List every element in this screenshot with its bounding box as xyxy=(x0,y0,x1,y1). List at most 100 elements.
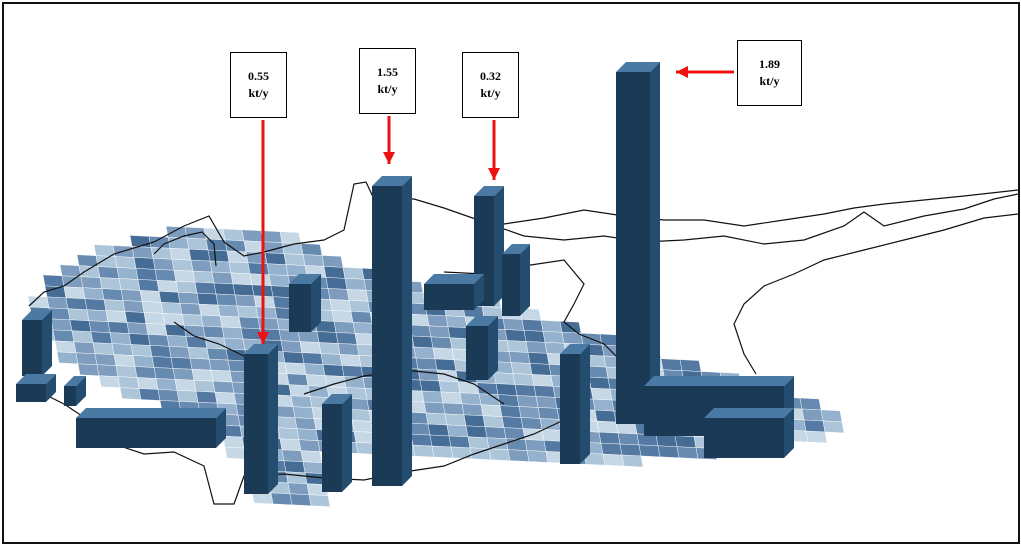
grid-cell xyxy=(415,357,438,371)
emission-bar xyxy=(704,408,794,458)
grid-cell xyxy=(284,362,307,375)
grid-cell xyxy=(185,335,208,349)
grid-cell xyxy=(134,366,157,379)
grid-cell xyxy=(189,357,212,371)
grid-cell xyxy=(255,306,278,320)
grid-cell xyxy=(526,450,549,463)
grid-cell xyxy=(179,302,202,316)
grid-cell xyxy=(302,254,325,267)
grid-cell xyxy=(514,384,537,397)
grid-cell xyxy=(198,303,221,317)
grid-cell xyxy=(300,243,323,256)
grid-cell xyxy=(331,310,354,323)
grid-cell xyxy=(445,315,468,329)
grid-cell xyxy=(463,414,486,428)
grid-cell xyxy=(158,291,181,304)
grid-cell xyxy=(410,433,433,447)
grid-cell xyxy=(120,289,143,302)
grid-cell xyxy=(457,381,480,395)
grid-cell xyxy=(803,419,826,433)
grid-cell xyxy=(77,363,100,377)
grid-cell xyxy=(266,263,289,276)
grid-cell xyxy=(588,376,611,390)
grid-cell xyxy=(425,412,448,426)
grid-cell xyxy=(512,373,535,386)
grid-cell xyxy=(325,277,348,290)
grid-cell xyxy=(535,396,558,409)
grid-cell xyxy=(801,408,824,422)
grid-cell xyxy=(676,446,699,459)
grid-cell xyxy=(346,289,369,302)
grid-cell xyxy=(533,385,556,398)
grid-cell xyxy=(446,424,469,438)
grid-cell xyxy=(480,404,503,417)
grid-cell xyxy=(502,318,525,331)
grid-cell xyxy=(329,299,352,312)
grid-cell xyxy=(461,403,484,417)
grid-cell xyxy=(282,351,305,364)
callout-box-2: 1.55 kt/y xyxy=(359,48,416,114)
grid-cell xyxy=(308,494,331,507)
emission-bar xyxy=(502,244,530,316)
grid-cell xyxy=(506,340,529,353)
grid-cell xyxy=(299,341,322,354)
grid-cell xyxy=(444,413,467,427)
grid-cell xyxy=(342,267,365,280)
grid-cell xyxy=(101,288,124,301)
callout-value-1: 0.55 xyxy=(248,69,269,83)
grid-cell xyxy=(434,358,457,372)
grid-cell xyxy=(115,365,138,378)
grid-cell xyxy=(482,415,505,428)
callout-value-2: 1.55 xyxy=(377,65,398,79)
grid-cell xyxy=(132,355,155,368)
emission-bar xyxy=(322,394,352,492)
grid-cell xyxy=(270,492,293,506)
grid-cell xyxy=(225,348,248,362)
grid-cell xyxy=(118,278,141,291)
callout-value-3: 0.32 xyxy=(480,69,501,83)
grid-cell xyxy=(275,416,298,430)
grid-cell xyxy=(504,329,527,342)
grid-cell xyxy=(232,283,255,297)
grid-cell xyxy=(657,445,680,459)
grid-cell xyxy=(323,266,346,279)
grid-cell xyxy=(540,320,563,333)
grid-cell xyxy=(69,319,92,333)
grid-cell xyxy=(321,255,344,268)
emission-bar xyxy=(16,374,56,402)
grid-cell xyxy=(427,423,450,437)
grid-cell xyxy=(88,320,111,333)
grid-cell xyxy=(157,389,180,402)
grid-cell xyxy=(136,377,159,390)
grid-cell xyxy=(287,482,310,496)
grid-cell xyxy=(594,409,617,423)
grid-cell xyxy=(122,300,145,313)
grid-cell xyxy=(156,280,179,293)
grid-cell xyxy=(419,379,442,393)
grid-cell xyxy=(537,407,560,420)
grid-cell xyxy=(61,275,84,289)
grid-cell xyxy=(82,287,105,300)
grid-cell xyxy=(279,231,302,244)
grid-cell xyxy=(119,387,142,400)
grid-cell xyxy=(516,395,539,408)
grid-cell xyxy=(351,420,374,433)
grid-cell xyxy=(190,259,213,273)
callout-unit-1: kt/y xyxy=(248,86,269,100)
grid-cell xyxy=(440,391,463,405)
coastline-north-inner xyxy=(503,189,1018,227)
grid-cell xyxy=(318,342,341,355)
grid-cell xyxy=(617,432,640,446)
grid-cell xyxy=(195,390,218,404)
grid-cell xyxy=(820,409,843,423)
grid-cell xyxy=(145,323,168,336)
grid-cell xyxy=(169,247,192,261)
grid-cell xyxy=(213,282,236,296)
grid-cell xyxy=(417,368,440,382)
grid-cell xyxy=(56,351,79,365)
grid-cell xyxy=(350,311,373,324)
grid-cell xyxy=(679,359,702,372)
grid-cell xyxy=(46,296,69,310)
grid-cell xyxy=(507,449,530,462)
grid-cell xyxy=(200,314,223,328)
